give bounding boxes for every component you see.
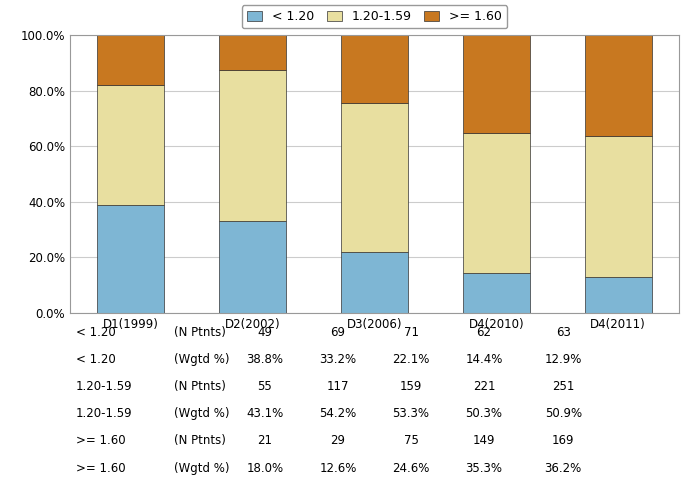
Text: 12.6%: 12.6%: [319, 462, 356, 474]
Text: 38.8%: 38.8%: [246, 353, 284, 366]
Text: 63: 63: [556, 326, 570, 338]
Bar: [463, 273, 530, 313]
Text: (N Ptnts): (N Ptnts): [174, 380, 225, 393]
Bar: [219, 35, 286, 70]
Text: 14.4%: 14.4%: [466, 353, 503, 366]
Text: 1.20-1.59: 1.20-1.59: [76, 408, 133, 420]
Text: 50.3%: 50.3%: [466, 408, 503, 420]
Legend: < 1.20, 1.20-1.59, >= 1.60: < 1.20, 1.20-1.59, >= 1.60: [242, 5, 507, 28]
Bar: [341, 35, 408, 103]
Bar: [341, 252, 408, 313]
Text: 50.9%: 50.9%: [545, 408, 582, 420]
Text: 1.20-1.59: 1.20-1.59: [76, 380, 133, 393]
Text: 71: 71: [403, 326, 419, 338]
Text: 55: 55: [258, 380, 272, 393]
Bar: [97, 205, 164, 313]
Text: 117: 117: [327, 380, 349, 393]
Text: 251: 251: [552, 380, 575, 393]
Text: 36.2%: 36.2%: [545, 462, 582, 474]
Text: >= 1.60: >= 1.60: [76, 462, 126, 474]
Text: 149: 149: [473, 434, 496, 448]
Text: 24.6%: 24.6%: [393, 462, 430, 474]
Text: 54.2%: 54.2%: [319, 408, 356, 420]
Text: (N Ptnts): (N Ptnts): [174, 434, 225, 448]
Bar: [97, 86, 164, 205]
Text: 159: 159: [400, 380, 422, 393]
Bar: [463, 133, 530, 273]
Text: 221: 221: [473, 380, 496, 393]
Bar: [584, 136, 652, 277]
Text: (Wgtd %): (Wgtd %): [174, 462, 229, 474]
Text: 69: 69: [330, 326, 346, 338]
Text: < 1.20: < 1.20: [76, 326, 116, 338]
Text: 35.3%: 35.3%: [466, 462, 503, 474]
Text: (Wgtd %): (Wgtd %): [174, 353, 229, 366]
Text: (Wgtd %): (Wgtd %): [174, 408, 229, 420]
Bar: [341, 104, 408, 252]
Text: 43.1%: 43.1%: [246, 408, 284, 420]
Text: (N Ptnts): (N Ptnts): [174, 326, 225, 338]
Text: 49: 49: [258, 326, 272, 338]
Text: 18.0%: 18.0%: [246, 462, 284, 474]
Text: 12.9%: 12.9%: [545, 353, 582, 366]
Text: 22.1%: 22.1%: [393, 353, 430, 366]
Text: < 1.20: < 1.20: [76, 353, 116, 366]
Text: >= 1.60: >= 1.60: [76, 434, 126, 448]
Bar: [219, 70, 286, 220]
Bar: [97, 36, 164, 86]
Text: 33.2%: 33.2%: [319, 353, 356, 366]
Text: 29: 29: [330, 434, 346, 448]
Text: 75: 75: [404, 434, 419, 448]
Bar: [584, 35, 652, 136]
Bar: [584, 277, 652, 313]
Text: 21: 21: [258, 434, 272, 448]
Bar: [219, 220, 286, 313]
Text: 62: 62: [477, 326, 491, 338]
Text: 169: 169: [552, 434, 575, 448]
Text: 53.3%: 53.3%: [393, 408, 430, 420]
Bar: [463, 35, 530, 133]
